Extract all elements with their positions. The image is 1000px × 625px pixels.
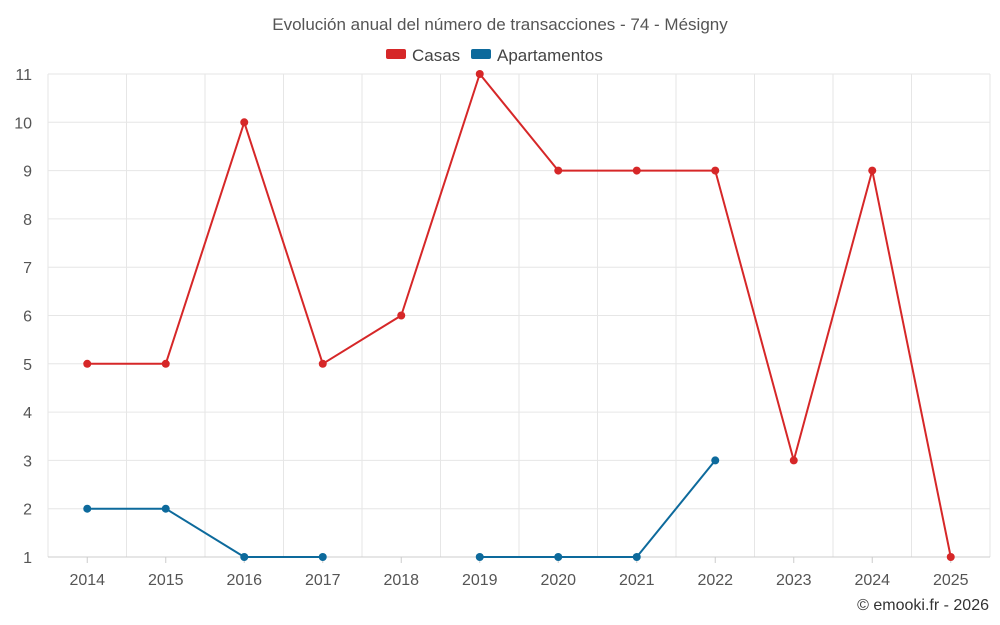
x-tick-label: 2014 [69, 572, 105, 589]
y-tick-label: 10 [14, 115, 32, 132]
series-casas [83, 70, 955, 561]
x-tick-label: 2022 [697, 572, 733, 589]
y-tick-label: 3 [23, 453, 32, 470]
series-line-apartamentos [87, 507, 323, 558]
gridlines [47, 73, 991, 558]
legend-label-casas: Casas [412, 46, 460, 65]
y-axis-ticks: 1 2 3 4 5 6 7 8 9 10 11 [14, 67, 32, 567]
chart-title: Evolución anual del número de transaccio… [272, 15, 728, 34]
x-tick-label: 2018 [383, 572, 419, 589]
data-point-casas[interactable] [789, 456, 798, 465]
data-point-casas[interactable] [711, 166, 720, 175]
data-point-casas[interactable] [318, 359, 327, 368]
x-axis-ticks: 2014 2015 2016 2017 2018 2019 2020 2021 2022 2023… [69, 557, 969, 589]
data-point-apartamentos[interactable] [632, 553, 641, 561]
legend: Casas Apartamentos [386, 46, 603, 65]
data-point-apartamentos[interactable] [161, 504, 170, 513]
data-point-casas[interactable] [554, 166, 563, 175]
legend-item-casas[interactable]: Casas [386, 46, 460, 65]
legend-swatch-casas [386, 49, 406, 59]
x-tick-label: 2015 [148, 572, 184, 589]
data-point-apartamentos[interactable] [711, 456, 720, 465]
y-tick-label: 6 [23, 309, 32, 326]
y-tick-label: 8 [23, 212, 32, 229]
x-tick-label: 2021 [619, 572, 655, 589]
data-point-casas[interactable] [161, 359, 170, 368]
y-tick-label: 4 [23, 405, 32, 422]
data-point-casas[interactable] [632, 166, 641, 175]
y-tick-label: 5 [23, 357, 32, 374]
y-tick-label: 7 [23, 260, 32, 277]
legend-item-apartamentos[interactable]: Apartamentos [471, 46, 603, 65]
x-tick-label: 2023 [776, 572, 812, 589]
y-tick-label: 9 [23, 164, 32, 181]
series-line-apartamentos [479, 459, 717, 558]
data-point-apartamentos[interactable] [475, 553, 484, 561]
legend-swatch-apartamentos [471, 49, 491, 59]
series-apartamentos [83, 456, 720, 561]
data-point-apartamentos[interactable] [240, 553, 249, 561]
x-tick-label: 2016 [226, 572, 262, 589]
x-tick-label: 2019 [462, 572, 498, 589]
data-point-casas[interactable] [83, 359, 92, 368]
data-point-casas[interactable] [868, 166, 877, 175]
x-tick-label: 2024 [854, 572, 890, 589]
series-group [83, 70, 955, 561]
data-point-apartamentos[interactable] [318, 553, 327, 561]
x-tick-label: 2025 [933, 572, 969, 589]
data-point-casas[interactable] [946, 553, 955, 561]
data-point-casas[interactable] [240, 118, 249, 127]
legend-label-apartamentos: Apartamentos [497, 46, 603, 65]
credit-text: © emooki.fr - 2026 [857, 597, 989, 614]
data-point-apartamentos[interactable] [554, 553, 563, 561]
data-point-apartamentos[interactable] [83, 504, 92, 513]
y-tick-label: 2 [23, 502, 32, 519]
data-point-casas[interactable] [475, 70, 484, 78]
data-point-casas[interactable] [397, 311, 406, 320]
x-tick-label: 2017 [305, 572, 341, 589]
y-tick-label: 1 [23, 550, 32, 567]
x-tick-label: 2020 [540, 572, 576, 589]
y-tick-label: 11 [15, 67, 32, 84]
series-line-casas [87, 73, 952, 558]
